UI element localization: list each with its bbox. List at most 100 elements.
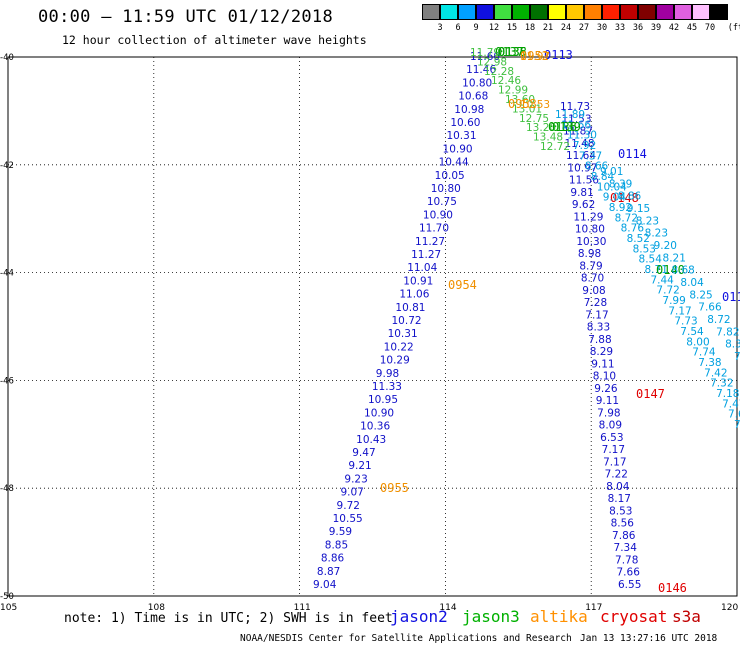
mission-label: jason3	[462, 607, 520, 626]
track-time: 0136	[548, 120, 577, 134]
track-value: 7.34	[614, 542, 638, 554]
legend-swatch	[584, 4, 602, 20]
legend-swatch	[530, 4, 548, 20]
track-value: 13.01	[512, 103, 542, 115]
track-value: 6.53	[600, 432, 623, 444]
track-value: 10.60	[450, 117, 480, 129]
track-value: 11.56	[569, 175, 599, 187]
track-value: 10.90	[364, 407, 394, 419]
page-title: 00:00 – 11:59 UTC 01/12/2018	[38, 7, 333, 27]
track-value: 7.42	[704, 367, 727, 379]
track-time: 0140	[656, 263, 685, 277]
legend-label: 12	[488, 23, 500, 33]
track-value: 8.10	[593, 371, 616, 383]
legend-swatch	[548, 4, 566, 20]
track-value: 10.80	[431, 183, 461, 195]
track-value: 8.39	[609, 178, 632, 190]
legend-label: 33	[614, 23, 626, 33]
track-value: 11.30	[567, 130, 597, 142]
track-value: 10.31	[446, 130, 476, 142]
track-value: 9.11	[591, 358, 614, 370]
track-value: 10.05	[435, 170, 465, 182]
credit-line: NOAA/NESDIS Center for Satellite Applica…	[240, 633, 572, 644]
x-axis-label: 120	[721, 603, 738, 613]
track-value: 8.09	[599, 420, 622, 432]
track-value: 11.27	[415, 236, 445, 248]
track-value: 11.46	[466, 64, 496, 76]
track-value: 9.04	[603, 192, 627, 204]
y-axis-label: -40	[0, 53, 14, 63]
track-value: 10.95	[368, 394, 398, 406]
track-value: 6.55	[618, 579, 641, 591]
y-axis-label: -46	[0, 376, 14, 386]
track-value: 7.17	[585, 309, 608, 321]
track-value: 7.66	[698, 302, 722, 314]
legend-label: 42	[668, 23, 680, 33]
track-value: 8.04	[680, 277, 704, 289]
track-time: 0955	[380, 481, 409, 495]
track-value: 8.86	[321, 553, 345, 565]
y-axis-label: -44	[0, 269, 14, 279]
legend-label: 45	[686, 23, 698, 33]
track-value: 10.80	[462, 77, 492, 89]
track-value: 10.55	[333, 513, 363, 525]
track-value: 8.86	[618, 191, 642, 203]
legend-swatch	[566, 4, 584, 20]
track-value: 8.29	[590, 346, 613, 358]
track-time: 0954	[448, 278, 477, 292]
track-value: 9.81	[570, 187, 593, 199]
track-value: 8.72	[707, 314, 730, 326]
track-value: 10.98	[454, 104, 484, 116]
track-value: 9.23	[344, 473, 367, 485]
track-value: 9.72	[337, 500, 360, 512]
track-value: 8.33	[725, 339, 740, 351]
track-value: 10.29	[380, 355, 410, 367]
track-value: 8.76	[621, 223, 645, 235]
y-axis-label: -42	[0, 161, 14, 171]
track-value: 8.79	[579, 260, 602, 272]
track-value: 8.54	[639, 254, 663, 266]
track-value: 11.70	[419, 223, 449, 235]
track-time: 0952	[520, 49, 549, 63]
track-time: 0148	[610, 191, 639, 205]
track-value: 9.98	[376, 368, 399, 380]
track-value: 7.37	[579, 150, 602, 162]
track-value: 11.53	[561, 113, 591, 125]
track-value: 7.64	[728, 409, 740, 421]
track-value: 7.54	[680, 326, 704, 338]
track-value: 11.64	[566, 150, 596, 162]
legend-swatch	[440, 4, 458, 20]
legend-label: 27	[578, 23, 590, 33]
track-value: 8.70	[581, 273, 604, 285]
track-time: 0113	[544, 48, 573, 62]
track-value: 9.01	[600, 166, 623, 178]
track-value: 11.29	[573, 211, 603, 223]
track-value: 11.33	[372, 381, 402, 393]
track-value: 12.99	[498, 85, 528, 97]
mission-label: cryosat	[600, 607, 668, 626]
track-value: 11.66	[561, 119, 591, 131]
track-value: 9.08	[582, 285, 605, 297]
track-value: 8.87	[317, 566, 340, 578]
track-value: 7.99	[662, 295, 685, 307]
legend-label: 36	[632, 23, 644, 33]
track-value: 10.72	[392, 315, 422, 327]
track-value: 10.31	[388, 328, 418, 340]
track-value: 7.28	[584, 297, 607, 309]
y-axis-label: -50	[0, 592, 14, 602]
track-value: 7.18	[716, 388, 739, 400]
track-value: 7.66	[617, 567, 641, 579]
legend-swatch	[692, 4, 710, 20]
track-value: 10.97	[567, 162, 597, 174]
track-value: 10.90	[423, 209, 453, 221]
track-value: 11.87	[563, 126, 593, 138]
y-axis-label: -48	[0, 484, 14, 494]
track-time: 0953	[508, 97, 537, 111]
track-value: 10.80	[575, 224, 605, 236]
track-value: 8.17	[608, 493, 631, 505]
legend-label: 6	[455, 23, 461, 33]
track-value: 11.04	[407, 262, 437, 274]
mission-label: jason2	[390, 607, 448, 626]
track-value: 7.98	[597, 407, 620, 419]
legend-swatch	[476, 4, 494, 20]
